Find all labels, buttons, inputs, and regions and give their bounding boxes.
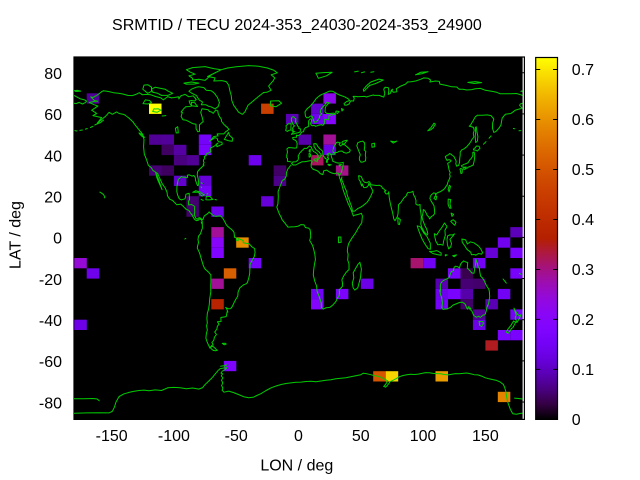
svg-text:0.6: 0.6: [572, 112, 594, 129]
svg-text:20: 20: [44, 190, 62, 207]
svg-text:-60: -60: [39, 354, 62, 371]
svg-text:SRMTID / TECU 2024-353_24030-2: SRMTID / TECU 2024-353_24030-2024-353_24…: [112, 17, 482, 34]
svg-text:-40: -40: [39, 313, 62, 330]
svg-text:150: 150: [472, 428, 499, 445]
svg-text:0.7: 0.7: [572, 62, 594, 79]
svg-text:50: 50: [352, 428, 370, 445]
svg-text:100: 100: [410, 428, 437, 445]
svg-text:LON / deg: LON / deg: [260, 457, 333, 474]
svg-text:0: 0: [53, 231, 62, 248]
svg-text:0.4: 0.4: [572, 212, 594, 229]
svg-text:0.1: 0.1: [572, 362, 594, 379]
svg-text:0.5: 0.5: [572, 162, 594, 179]
svg-text:-20: -20: [39, 272, 62, 289]
svg-text:60: 60: [44, 107, 62, 124]
svg-text:0.2: 0.2: [572, 312, 594, 329]
svg-text:-150: -150: [96, 428, 128, 445]
svg-text:40: 40: [44, 148, 62, 165]
svg-text:80: 80: [44, 66, 62, 83]
svg-text:-100: -100: [158, 428, 190, 445]
svg-text:0.3: 0.3: [572, 262, 594, 279]
svg-text:LAT / deg: LAT / deg: [8, 201, 25, 269]
svg-text:0: 0: [294, 428, 303, 445]
svg-text:0: 0: [572, 412, 581, 429]
svg-text:-80: -80: [39, 395, 62, 412]
svg-text:-50: -50: [225, 428, 248, 445]
